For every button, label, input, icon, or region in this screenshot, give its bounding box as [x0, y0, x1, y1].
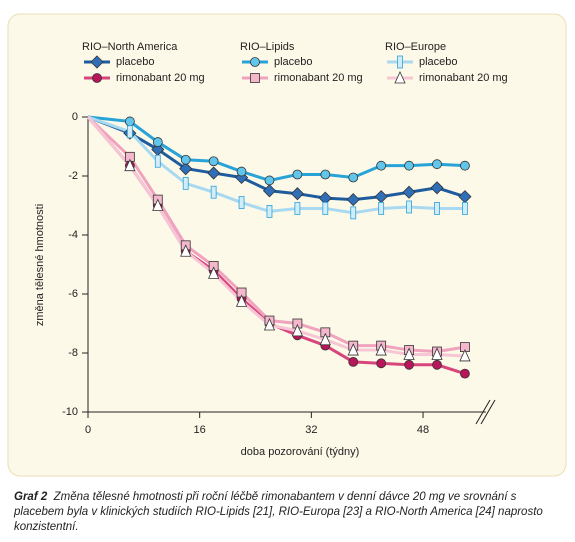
y-tick-label: -4 [68, 229, 78, 241]
panel [7, 13, 567, 477]
legend-label: placebo [419, 56, 458, 68]
marker [460, 368, 470, 379]
x-tick-label: 32 [305, 424, 317, 436]
marker [124, 116, 135, 127]
marker [432, 359, 442, 370]
legend-group-title: RIO–North America [82, 41, 178, 53]
marker [263, 318, 276, 331]
marker [430, 181, 444, 195]
marker [250, 73, 260, 83]
legend-label: placebo [274, 56, 313, 68]
legend-group-title: RIO–Europe [385, 41, 446, 53]
marker [236, 166, 247, 177]
axis-break [480, 399, 496, 425]
marker [350, 206, 357, 220]
marker [235, 294, 248, 307]
marker [459, 348, 471, 362]
marker [404, 160, 414, 171]
marker [152, 137, 163, 147]
marker [403, 347, 415, 360]
marker [375, 343, 387, 356]
y-tick-label: 0 [72, 111, 78, 123]
caption-label: Graf 2 [14, 491, 48, 503]
y-tick-label: -10 [62, 406, 78, 418]
marker [432, 159, 442, 170]
x-tick-label: 0 [85, 424, 91, 436]
marker [264, 175, 275, 186]
marker [320, 169, 331, 180]
marker [402, 185, 416, 199]
marker [180, 154, 191, 165]
marker [292, 169, 303, 180]
marker [208, 156, 219, 167]
caption: Graf 2 Změna tělesné hmotnosti při roční… [14, 490, 554, 535]
marker [348, 172, 359, 183]
marker [290, 187, 304, 201]
axis-break [475, 399, 491, 425]
series-line [87, 115, 465, 215]
caption-text: Změna tělesné hmotnosti při roční léčbě … [14, 491, 543, 533]
legend-label: rimonabant 20 mg [116, 72, 205, 84]
marker [348, 356, 359, 367]
marker [431, 347, 443, 360]
marker [250, 57, 260, 67]
x-tick-label: 16 [194, 424, 206, 436]
x-axis-label: doba pozorování (týdny) [241, 446, 360, 458]
marker [179, 162, 193, 176]
marker [319, 332, 331, 346]
marker [152, 198, 164, 211]
x-tick-label: 48 [417, 424, 429, 436]
legend-label: rimonabant 20 mg [274, 72, 363, 84]
marker [322, 202, 329, 215]
marker [462, 202, 468, 215]
marker [434, 202, 440, 215]
legend-label: placebo [116, 56, 155, 68]
marker [238, 196, 245, 209]
marker [182, 176, 189, 190]
y-tick-label: -6 [68, 288, 78, 300]
marker [154, 154, 161, 168]
marker [404, 359, 414, 370]
marker [90, 55, 104, 69]
marker [294, 202, 301, 215]
marker [397, 55, 403, 69]
marker [210, 185, 217, 199]
marker [124, 158, 136, 172]
legend-group-title: RIO–Lipids [240, 41, 295, 53]
marker [126, 125, 133, 139]
marker [207, 166, 221, 180]
y-tick-label: -2 [68, 170, 78, 182]
marker [92, 73, 102, 83]
legend-label: rimonabant 20 mg [419, 72, 508, 84]
marker [346, 193, 360, 207]
marker [376, 160, 387, 171]
marker [208, 266, 220, 279]
marker [376, 358, 387, 369]
y-tick-label: -8 [68, 347, 78, 359]
marker [406, 200, 412, 214]
marker [347, 343, 359, 356]
marker [394, 71, 406, 84]
marker [460, 160, 470, 171]
marker [378, 202, 385, 215]
y-axis-label: změna tělesné hmotnosti [34, 204, 46, 326]
marker [291, 323, 304, 337]
marker [266, 204, 273, 218]
marker [180, 244, 192, 257]
marker [262, 184, 277, 198]
chart: 0 -2 -4 -6 -8 -10 0 16 32 48 placebo rimonabant 20 … [7, 13, 567, 477]
